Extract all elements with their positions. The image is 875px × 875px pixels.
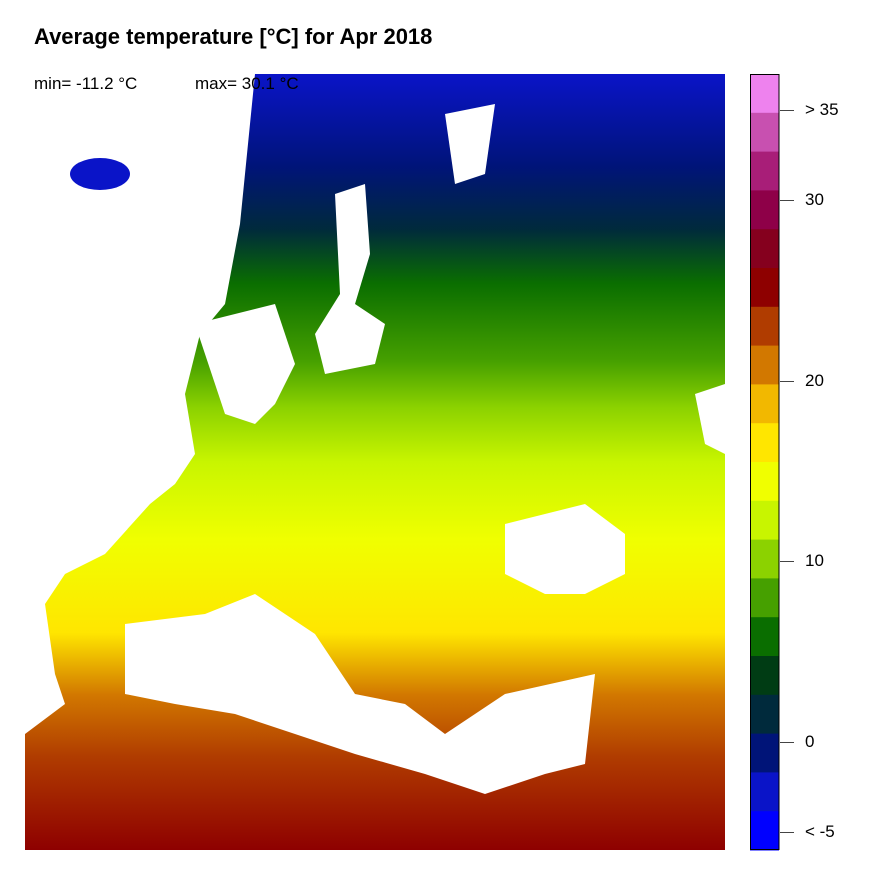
colorbar-bin <box>750 733 779 773</box>
caspian-sea <box>695 384 725 454</box>
colorbar-bin <box>750 617 779 657</box>
colorbar-bin <box>750 462 779 502</box>
colorbar-frame <box>750 74 780 850</box>
baltic-sea <box>315 184 385 374</box>
colorbar-tick-label: 30 <box>805 190 824 210</box>
black-sea <box>505 504 625 594</box>
colorbar-tick-mark <box>780 200 794 202</box>
colorbar-bin <box>750 423 779 463</box>
colorbar-tick-label: 20 <box>805 370 824 390</box>
colorbar-bin <box>750 151 779 191</box>
min-label: min= -11.2 °C <box>34 74 138 93</box>
colorbar-bin <box>750 268 779 308</box>
colorbar <box>750 74 780 851</box>
mediterranean-sea <box>125 594 595 794</box>
colorbar-tick-mark <box>780 741 794 743</box>
iceland <box>70 158 130 190</box>
colorbar-bin <box>750 345 779 385</box>
colorbar-tick-mark <box>780 110 794 112</box>
colorbar-bin <box>750 772 779 812</box>
temperature-map <box>25 74 725 850</box>
colorbar-bin <box>750 229 779 269</box>
colorbar-bin <box>750 539 779 579</box>
colorbar-bin <box>750 500 779 541</box>
colorbar-bin <box>750 656 779 696</box>
colorbar-tick-label: < -5 <box>805 821 835 841</box>
north-sea <box>195 304 295 424</box>
colorbar-tick-label: 0 <box>805 731 815 751</box>
colorbar-bin <box>750 578 779 618</box>
colorbar-bin <box>750 811 779 851</box>
colorbar-tick-mark <box>780 831 794 833</box>
colorbar-bin <box>750 306 779 347</box>
colorbar-bin <box>750 190 779 230</box>
atlantic-ocean <box>25 74 255 734</box>
max-label: max= 30.1 °C <box>195 74 299 93</box>
colorbar-bin <box>750 384 779 424</box>
colorbar-bin <box>750 74 779 114</box>
map-title: Average temperature [°C] for Apr 2018 <box>34 24 433 49</box>
colorbar-tick-mark <box>780 561 794 563</box>
white-sea <box>445 104 495 184</box>
colorbar-tick-mark <box>780 380 794 382</box>
colorbar-tick-label: > 35 <box>805 100 839 120</box>
colorbar-bin <box>750 694 779 735</box>
colorbar-bin <box>750 112 779 153</box>
colorbar-tick-label: 10 <box>805 551 824 571</box>
